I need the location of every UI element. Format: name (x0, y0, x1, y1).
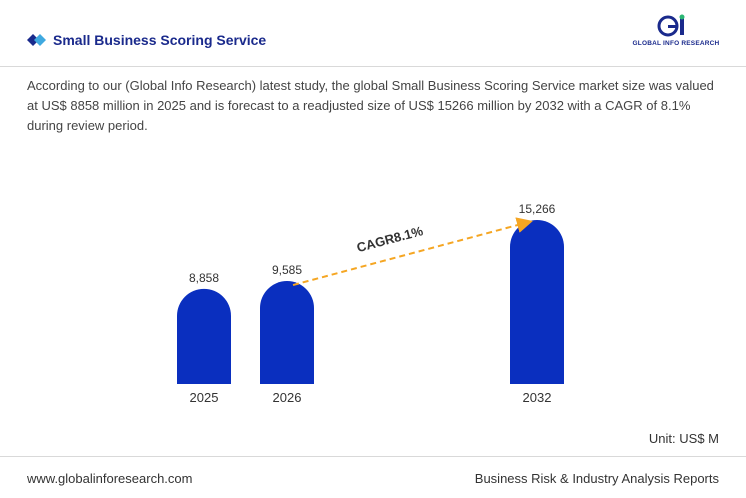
bar-chart: 8,858 2025 9,585 2026 15,266 2032 CAGR8.1% (177, 202, 564, 405)
footer-tagline: Business Risk & Industry Analysis Report… (474, 471, 719, 486)
x-tick-2032: 2032 (523, 390, 552, 405)
bar-2025 (177, 288, 231, 384)
x-tick-2025: 2025 (190, 390, 219, 405)
x-tick-2026: 2026 (273, 390, 302, 405)
cagr-label: CAGR8.1% (355, 223, 425, 255)
page-title: Small Business Scoring Service (53, 32, 267, 48)
footer: www.globalinforesearch.com Business Risk… (0, 456, 746, 498)
logo-icon (657, 14, 685, 37)
diamond-icon (27, 34, 46, 46)
footer-website-link[interactable]: www.globalinforesearch.com (27, 471, 193, 486)
cagr-arrow (292, 217, 533, 286)
unit-label: Unit: US$ M (648, 431, 719, 446)
title-wrap: Small Business Scoring Service (27, 32, 266, 48)
bar-2032 (510, 220, 564, 384)
header: Small Business Scoring Service GLOBAL IN… (0, 0, 746, 67)
bar-2026 (260, 281, 314, 384)
description: According to our (Global Info Research) … (27, 78, 714, 133)
value-label-2026: 9,585 (272, 263, 302, 277)
logo-text: GLOBAL INFO RESEARCH (632, 40, 720, 47)
value-label-2025: 8,858 (189, 271, 219, 285)
value-label-2032: 15,266 (519, 202, 556, 216)
